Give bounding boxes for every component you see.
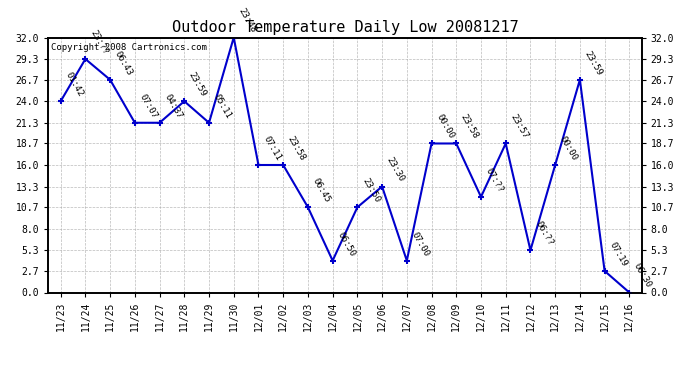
Text: 06:43: 06:43 [113,49,134,77]
Text: 07:??: 07:?? [484,166,505,194]
Text: 00:00: 00:00 [434,113,455,141]
Text: 06:50: 06:50 [335,230,357,258]
Text: 07:19: 07:19 [607,240,629,268]
Text: 07:07: 07:07 [137,92,159,120]
Text: 23:30: 23:30 [385,156,406,184]
Text: 23:59: 23:59 [582,49,604,77]
Text: 23:??: 23:?? [88,28,110,56]
Text: 23:50: 23:50 [360,177,382,204]
Text: 23:59: 23:59 [187,71,208,99]
Text: 06:30: 06:30 [632,262,653,290]
Text: 05:11: 05:11 [212,92,233,120]
Text: 23:57: 23:57 [509,113,530,141]
Text: 04:37: 04:37 [162,92,184,120]
Title: Outdoor Temperature Daily Low 20081217: Outdoor Temperature Daily Low 20081217 [172,20,518,35]
Text: Copyright 2008 Cartronics.com: Copyright 2008 Cartronics.com [51,43,207,52]
Text: 00:00: 00:00 [558,135,579,162]
Text: 06:45: 06:45 [310,177,332,204]
Text: 23:48: 23:48 [237,7,258,35]
Text: 23:58: 23:58 [459,113,480,141]
Text: 07:00: 07:00 [410,230,431,258]
Text: 23:58: 23:58 [286,135,307,162]
Text: 06:??: 06:?? [533,220,555,248]
Text: 07:11: 07:11 [262,135,282,162]
Text: 01:42: 01:42 [63,71,85,99]
